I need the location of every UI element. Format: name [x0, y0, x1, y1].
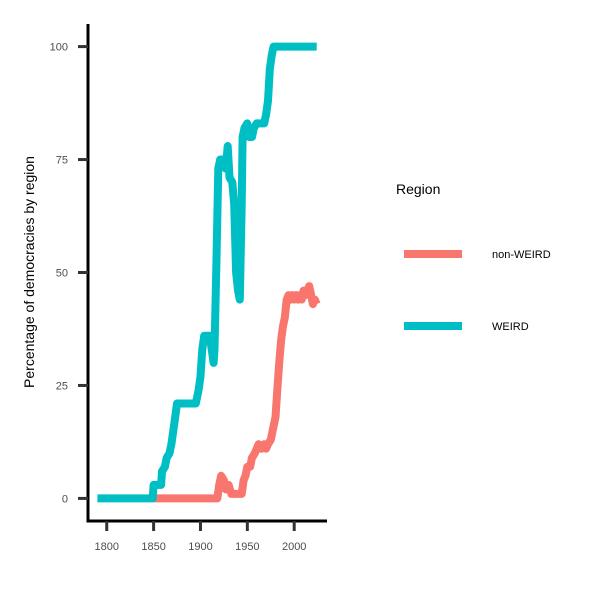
legend-label-weird: WEIRD [492, 321, 529, 333]
y-axis-title: Percentage of democracies by region [21, 156, 37, 388]
series-layer [97, 42, 321, 503]
y-tick-label: 0 [62, 493, 68, 505]
legend-title: Region [396, 181, 440, 197]
y-tick-label: 25 [56, 380, 68, 392]
x-tick-label: 1800 [95, 541, 119, 553]
legend: Region non-WEIRD WEIRD [396, 181, 551, 333]
x-tick-label: 1850 [141, 541, 165, 553]
y-tick-label: 50 [56, 268, 68, 280]
x-tick-label: 2000 [282, 541, 306, 553]
y-tick-label: 100 [50, 42, 68, 54]
x-tick-label: 1950 [235, 541, 259, 553]
x-tick-label: 1900 [188, 541, 212, 553]
y-tick-label: 75 [56, 155, 68, 167]
series-line-weird [97, 42, 317, 503]
axis-layer: 0 25 50 75 100 1800 1850 1900 1950 2000 [50, 24, 327, 553]
legend-label-non-weird: non-WEIRD [492, 249, 551, 261]
series-line-non-weird [153, 282, 321, 503]
